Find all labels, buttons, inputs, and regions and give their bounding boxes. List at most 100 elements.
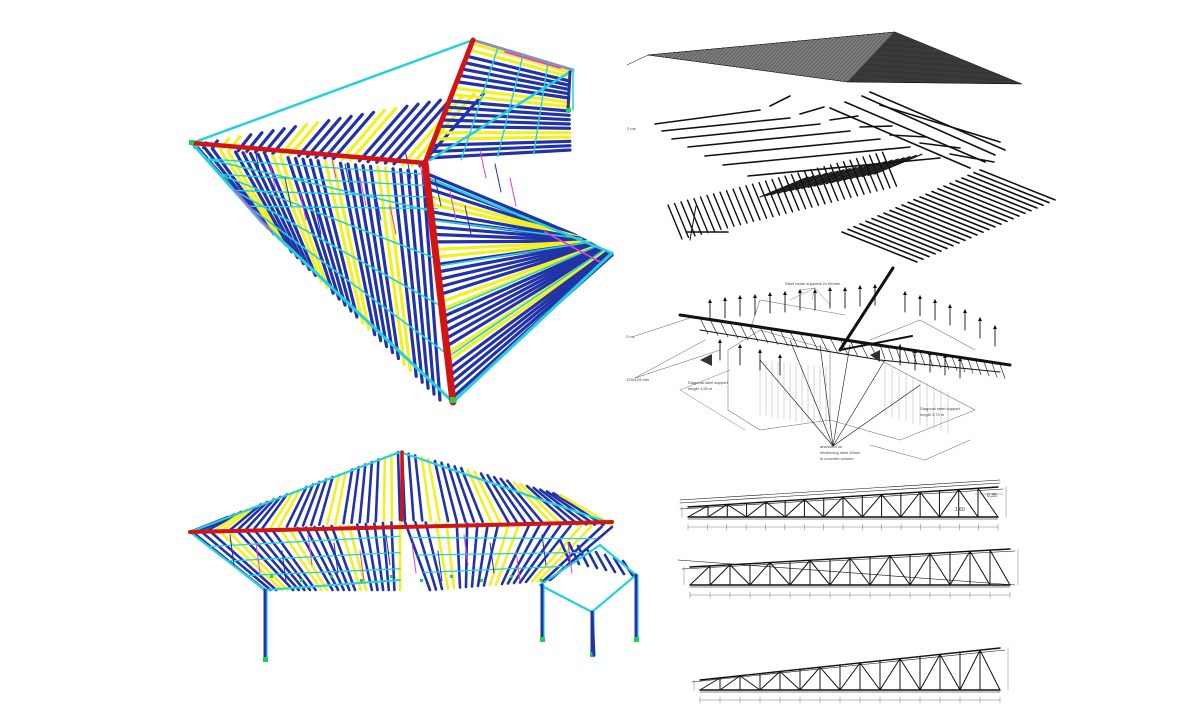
cladding-line — [872, 55, 955, 57]
cladding-line — [667, 52, 673, 58]
wall-edge — [679, 369, 731, 391]
rafter-stroke — [758, 181, 774, 218]
rafter — [330, 524, 357, 592]
wall-edge — [924, 439, 971, 461]
rafter — [455, 521, 462, 589]
rafter — [355, 523, 374, 592]
batten — [879, 104, 1001, 143]
rafter — [349, 106, 398, 162]
truss-diagonal — [919, 491, 940, 518]
cladding-line — [817, 35, 859, 79]
purlin — [205, 158, 429, 176]
cladding-line — [850, 79, 1016, 82]
cladding-line — [767, 41, 797, 72]
rafter — [270, 528, 317, 592]
truss-web — [849, 340, 859, 357]
rafter — [244, 529, 301, 592]
rafter-stroke — [943, 185, 1020, 217]
cladding-line — [737, 44, 760, 68]
rafter — [545, 490, 597, 526]
rafter — [506, 479, 545, 525]
post-arrow — [738, 344, 742, 348]
truss-web — [819, 335, 829, 353]
purlin — [219, 173, 432, 187]
rafter-stroke — [889, 209, 966, 242]
roof-line — [679, 482, 1001, 504]
rafter — [447, 250, 609, 370]
cladding-line — [657, 53, 661, 57]
purlin — [496, 54, 524, 158]
cladding-line — [804, 36, 842, 77]
truss-diagonal — [969, 550, 991, 586]
rafter-stroke — [823, 165, 839, 202]
model-bottom-perspective — [188, 450, 639, 662]
brace — [464, 205, 472, 235]
batten — [869, 91, 1006, 151]
rafter-stroke — [931, 190, 1008, 223]
rafter — [210, 531, 278, 592]
post-arrow — [958, 357, 962, 361]
axo-label-bottom-2: reinforcing steel 50mm — [820, 450, 861, 455]
rafter — [409, 92, 476, 167]
leader-line — [811, 287, 816, 301]
post-arrow — [918, 295, 922, 299]
axo-label-left-2: 125x125 mm — [626, 377, 650, 382]
rafter — [433, 225, 586, 242]
truss-diagonal — [839, 662, 861, 691]
axo-label-right-2: length 3,70 m — [920, 412, 945, 417]
rafter — [438, 242, 594, 281]
roof-layer-cladding — [626, 31, 1023, 85]
rafter-stroke — [847, 228, 924, 261]
cladding-line — [824, 34, 867, 79]
brace — [434, 177, 442, 207]
cladding-line — [879, 48, 938, 50]
purlin — [245, 568, 401, 577]
support-node — [540, 579, 543, 582]
diagonal-support — [759, 359, 834, 447]
roof-layer-rafters — [667, 151, 1056, 263]
axo-label-bottom-3: in concrete column — [820, 456, 854, 461]
post-arrow — [708, 299, 712, 303]
rafter — [226, 149, 288, 248]
brace — [284, 177, 292, 207]
rafter — [443, 247, 603, 333]
rafter-stroke — [699, 196, 716, 232]
truss-web — [839, 338, 849, 356]
cladding-line — [714, 47, 731, 65]
rafter-stroke — [777, 172, 827, 194]
truss-diagonal — [977, 487, 999, 518]
brace — [389, 205, 397, 235]
rafter-stroke — [829, 164, 846, 200]
rafter — [428, 144, 572, 154]
rafter-stroke — [853, 225, 930, 258]
rafter-stroke — [771, 178, 787, 215]
purlin — [226, 551, 401, 562]
rafter-stroke — [925, 193, 1002, 225]
cladding-line — [801, 37, 838, 76]
support-node — [540, 637, 545, 642]
wall-edge — [727, 329, 761, 351]
rafter-stroke — [764, 180, 781, 216]
cladding-line — [814, 35, 854, 78]
truss-diagonal — [909, 553, 931, 586]
rafter-stroke — [693, 197, 709, 234]
cladding-line — [870, 57, 961, 60]
cladding-line — [707, 47, 723, 64]
rafter-stroke — [784, 175, 800, 211]
truss-elevation-2 — [677, 548, 1019, 599]
rafter — [413, 454, 424, 522]
brace — [314, 205, 322, 235]
cladding-line — [794, 37, 830, 75]
roof-layer-battens — [654, 91, 1006, 177]
truss-diagonal — [829, 557, 851, 586]
leader-line — [789, 287, 816, 301]
rafter-stroke — [849, 158, 899, 180]
cladding-line — [781, 39, 813, 74]
rafter — [603, 553, 617, 574]
leader-line — [626, 54, 649, 66]
ridge-beam — [189, 140, 428, 166]
batten — [829, 115, 859, 121]
truss-diagonal — [779, 670, 801, 691]
rafter — [277, 488, 302, 529]
